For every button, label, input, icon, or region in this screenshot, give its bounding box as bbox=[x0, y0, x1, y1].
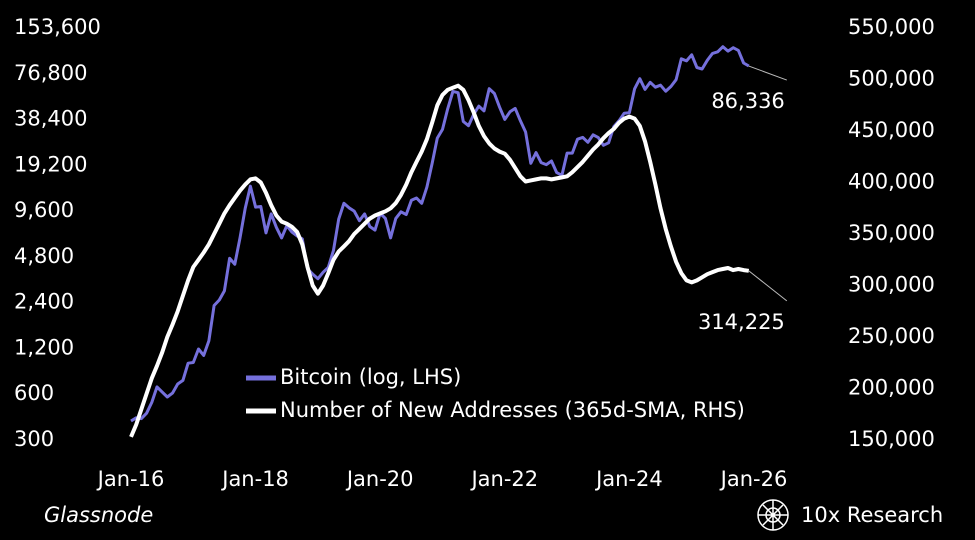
series-line bbox=[130, 45, 750, 423]
leader-line bbox=[748, 65, 787, 81]
y-tick-label: 2,400 bbox=[14, 290, 74, 314]
x-tick-label: Jan-24 bbox=[594, 467, 663, 491]
end-label: 314,225 bbox=[698, 310, 785, 334]
y-tick-label: 19,200 bbox=[14, 152, 87, 176]
y-tick-label: 600 bbox=[14, 381, 54, 405]
y-tick-label: 1,200 bbox=[14, 335, 74, 359]
legend-label: Bitcoin (log, LHS) bbox=[280, 365, 461, 389]
x-tick-label: Jan-20 bbox=[345, 467, 414, 491]
x-tick-label: Jan-18 bbox=[220, 467, 289, 491]
y-tick-label: 153,600 bbox=[14, 15, 101, 39]
y-tick-label: 4,800 bbox=[14, 244, 74, 268]
y-tick-label: 300 bbox=[14, 427, 54, 451]
x-tick-label: Jan-22 bbox=[469, 467, 538, 491]
y2-tick-label: 200,000 bbox=[848, 376, 935, 400]
y2-tick-label: 450,000 bbox=[848, 118, 935, 142]
brand: 10x Research bbox=[801, 503, 943, 527]
y2-tick-label: 250,000 bbox=[848, 324, 935, 348]
series-line bbox=[129, 83, 750, 438]
y-tick-label: 76,800 bbox=[14, 61, 87, 85]
y2-tick-label: 350,000 bbox=[848, 221, 935, 245]
leader-line bbox=[748, 270, 788, 302]
end-label: 86,336 bbox=[711, 89, 784, 113]
x-tick-label: Jan-26 bbox=[719, 467, 788, 491]
y2-tick-label: 400,000 bbox=[848, 170, 935, 194]
y-tick-label: 38,400 bbox=[14, 107, 87, 131]
legend-label: Number of New Addresses (365d-SMA, RHS) bbox=[280, 398, 745, 422]
source: Glassnode bbox=[44, 503, 153, 527]
y2-tick-label: 500,000 bbox=[848, 67, 935, 91]
y2-tick-label: 550,000 bbox=[848, 15, 935, 39]
y2-tick-label: 150,000 bbox=[848, 427, 935, 451]
y-tick-label: 9,600 bbox=[14, 198, 74, 222]
x-tick-label: Jan-16 bbox=[96, 467, 165, 491]
brand-logo bbox=[757, 499, 789, 531]
y2-tick-label: 300,000 bbox=[848, 273, 935, 297]
